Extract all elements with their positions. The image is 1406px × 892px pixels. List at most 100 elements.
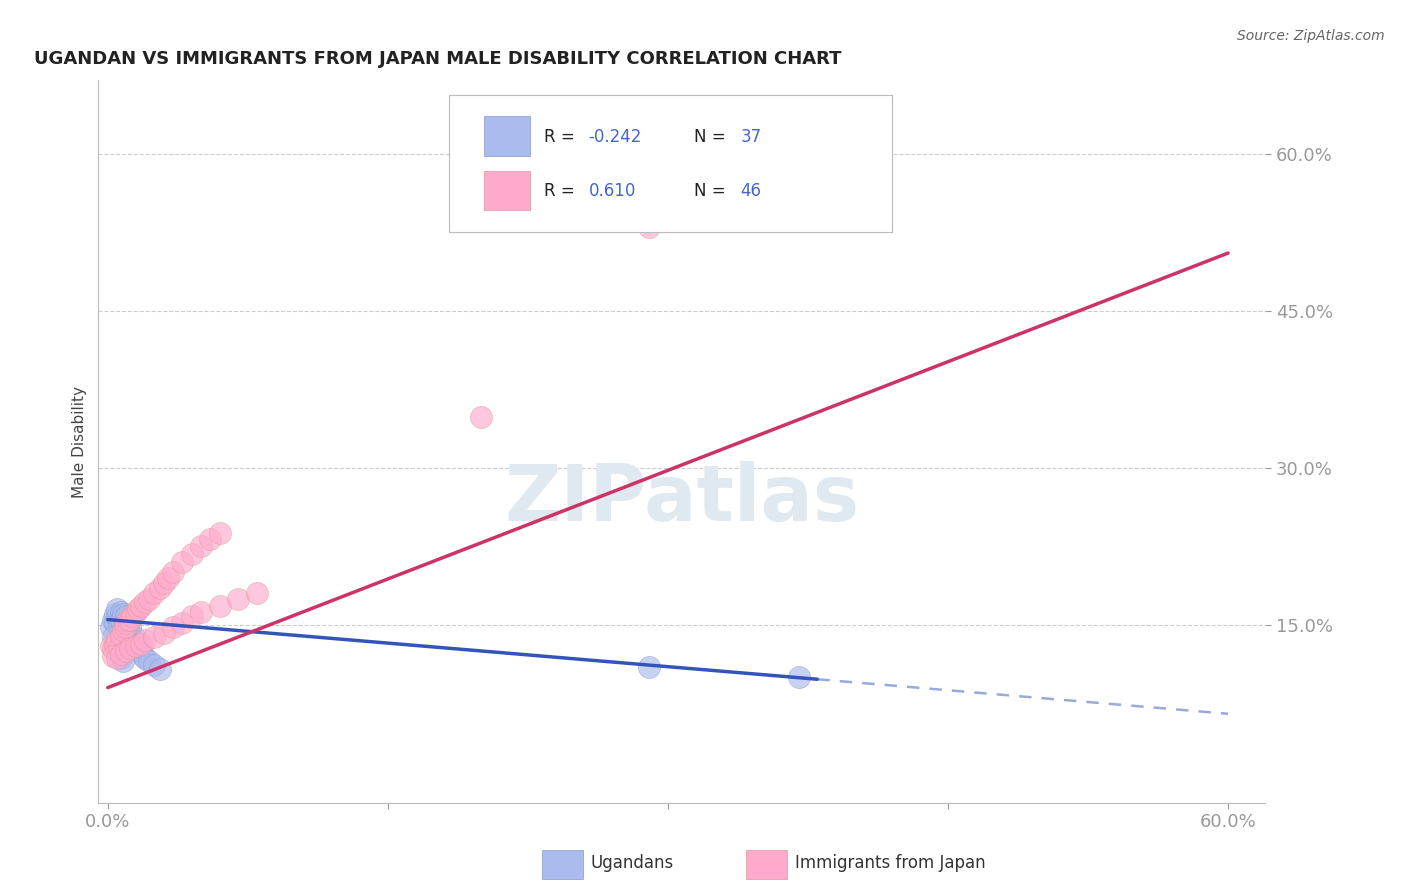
Point xyxy=(149,581,172,595)
Point xyxy=(117,613,139,627)
Point xyxy=(105,602,128,616)
Text: N =: N = xyxy=(693,128,731,145)
Point xyxy=(104,607,127,622)
Point xyxy=(108,640,131,655)
Text: R =: R = xyxy=(544,128,581,145)
Point xyxy=(638,659,661,673)
Point xyxy=(122,631,145,645)
Y-axis label: Male Disability: Male Disability xyxy=(72,385,87,498)
Text: R =: R = xyxy=(544,182,581,200)
Point xyxy=(125,605,148,619)
Point xyxy=(228,591,250,606)
Point xyxy=(190,539,212,553)
Point xyxy=(108,620,131,634)
Point xyxy=(143,657,166,672)
Point xyxy=(110,613,132,627)
Point xyxy=(200,532,222,546)
Text: 37: 37 xyxy=(741,128,762,145)
Point xyxy=(134,651,156,665)
Point xyxy=(121,633,143,648)
Point xyxy=(120,620,142,634)
Point xyxy=(103,613,125,627)
Point xyxy=(162,566,184,580)
Point xyxy=(128,637,150,651)
Text: Source: ZipAtlas.com: Source: ZipAtlas.com xyxy=(1237,29,1385,43)
Point xyxy=(103,640,125,655)
Point xyxy=(149,662,172,676)
Point xyxy=(180,609,202,624)
Point xyxy=(134,595,156,609)
Point xyxy=(138,591,160,606)
Point xyxy=(120,640,142,655)
Point xyxy=(125,639,148,653)
Point xyxy=(156,571,179,585)
Point xyxy=(115,609,138,624)
Text: ZIPatlas: ZIPatlas xyxy=(505,461,859,537)
Text: Immigrants from Japan: Immigrants from Japan xyxy=(796,854,986,871)
Point xyxy=(470,410,492,425)
Point xyxy=(105,644,128,658)
Point xyxy=(132,649,155,664)
Point xyxy=(143,631,166,645)
Point xyxy=(208,525,231,540)
Point xyxy=(100,639,122,653)
Point xyxy=(111,623,134,637)
Point xyxy=(152,626,174,640)
Point xyxy=(120,613,142,627)
Point xyxy=(110,628,132,642)
Point xyxy=(105,609,128,624)
Point xyxy=(111,655,134,669)
Point xyxy=(115,623,138,637)
Text: 46: 46 xyxy=(741,182,761,200)
Point xyxy=(134,633,156,648)
Point xyxy=(121,609,143,624)
Text: UGANDAN VS IMMIGRANTS FROM JAPAN MALE DISABILITY CORRELATION CHART: UGANDAN VS IMMIGRANTS FROM JAPAN MALE DI… xyxy=(34,50,842,68)
Point xyxy=(138,655,160,669)
Point xyxy=(111,623,134,637)
Point xyxy=(103,649,125,664)
Point xyxy=(131,644,153,658)
Point xyxy=(127,640,149,655)
Point xyxy=(131,637,153,651)
Point xyxy=(172,615,194,630)
Point xyxy=(125,639,148,653)
Point xyxy=(114,620,136,634)
Point xyxy=(108,647,131,661)
Point xyxy=(208,599,231,613)
Point xyxy=(100,620,122,634)
Point xyxy=(190,605,212,619)
Point xyxy=(117,626,139,640)
Text: Ugandans: Ugandans xyxy=(591,854,673,871)
Point xyxy=(172,555,194,569)
Point xyxy=(110,647,132,661)
Point xyxy=(103,631,125,645)
Point xyxy=(162,620,184,634)
Point xyxy=(104,639,127,653)
Text: N =: N = xyxy=(693,182,731,200)
FancyBboxPatch shape xyxy=(484,116,530,156)
Point xyxy=(246,586,269,600)
Text: -0.242: -0.242 xyxy=(589,128,643,145)
Point xyxy=(152,575,174,590)
Point xyxy=(110,605,132,619)
Point xyxy=(105,651,128,665)
Point xyxy=(143,586,166,600)
Point xyxy=(114,620,136,634)
Point xyxy=(110,651,132,665)
Point xyxy=(638,219,661,234)
Point xyxy=(127,602,149,616)
Point xyxy=(180,547,202,561)
Point xyxy=(115,644,138,658)
Text: 0.610: 0.610 xyxy=(589,182,636,200)
Point xyxy=(787,670,810,684)
FancyBboxPatch shape xyxy=(747,850,787,879)
Point xyxy=(104,637,127,651)
Point xyxy=(131,599,153,613)
Point xyxy=(104,615,127,630)
FancyBboxPatch shape xyxy=(541,850,582,879)
Point xyxy=(115,615,138,630)
FancyBboxPatch shape xyxy=(449,95,891,232)
Point xyxy=(120,628,142,642)
Point xyxy=(111,607,134,622)
Point xyxy=(114,615,136,630)
